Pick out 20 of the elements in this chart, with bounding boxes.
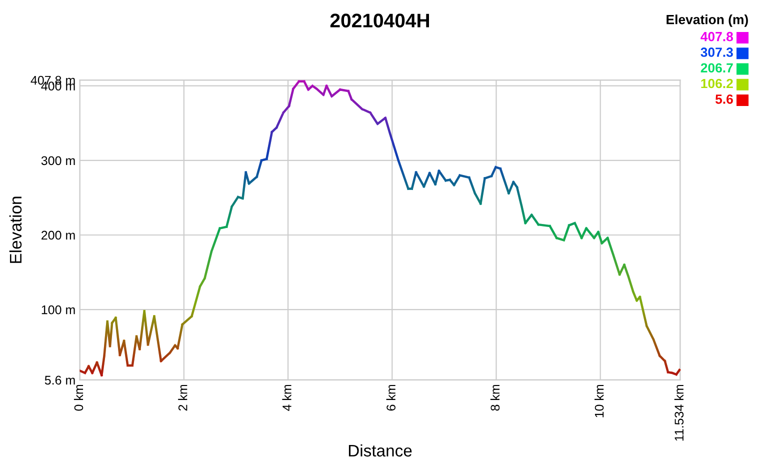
x-tick-label: 11.534 km — [674, 384, 684, 441]
x-tick-label: 6 km — [386, 384, 396, 411]
y-tick-label: 300 m — [41, 156, 75, 166]
color-bar-title: Elevation (m) — [666, 14, 748, 27]
y-tick-label: 100 m — [42, 305, 75, 314]
chart-title: 20210404H — [330, 14, 429, 28]
x-tick-label: 0 km — [74, 384, 84, 411]
color-bar-label: 5.6 — [715, 94, 733, 104]
color-bar-label: 307.3 — [700, 48, 733, 57]
color-bar-label: 106.2 — [701, 78, 733, 88]
color-bar-label: 206.7 — [700, 63, 733, 73]
color-bar-label: 407.8 — [700, 32, 733, 42]
x-tick-label: 4 km — [282, 384, 292, 411]
y-tick-label: 200 m — [42, 230, 75, 240]
x-tick-label: 8 km — [490, 384, 500, 411]
x-axis-title: Distance — [348, 444, 412, 457]
y-tick-label: 5.6 m — [44, 376, 75, 385]
x-tick-label: 10 km — [594, 384, 604, 418]
x-tick-label: 2 km — [178, 384, 188, 411]
y-axis-title: Elevation — [9, 196, 22, 263]
